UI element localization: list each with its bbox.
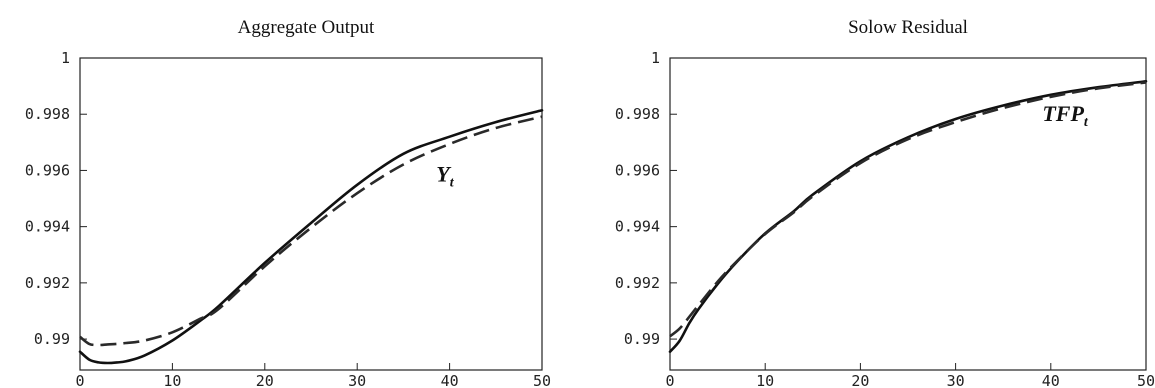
y-tick-label: 0.998 — [615, 105, 660, 123]
x-tick-label: 20 — [256, 372, 274, 388]
dashed-series-line — [79, 115, 543, 347]
y-tick-label: 0.996 — [25, 161, 70, 179]
x-tick-label: 0 — [75, 372, 84, 388]
panel-solow-residual: Solow Residual 0.99 0.992 0.994 0.996 0.998 1… — [615, 17, 1155, 388]
plot-lines — [668, 80, 1148, 353]
y-tick-label: 0.992 — [615, 274, 660, 292]
x-tick-label: 40 — [1042, 372, 1060, 388]
solid-series-line — [78, 109, 544, 365]
y-tick-label: 0.99 — [624, 330, 660, 348]
x-tick-label: 10 — [163, 372, 181, 388]
chart-title: Solow Residual — [848, 17, 968, 38]
plot-lines — [78, 109, 544, 365]
y-tick-label: 0.994 — [615, 218, 660, 236]
y-axis: 0.99 0.992 0.994 0.996 0.998 1 — [615, 49, 677, 348]
x-tick-label: 50 — [1137, 372, 1155, 388]
panel-aggregate-output: Aggregate Output 0.990.9920.9940.9960.99… — [25, 17, 551, 388]
plot-frame — [669, 57, 1147, 371]
x-axis: 0 10 20 30 40 50 — [665, 363, 1155, 388]
x-tick-label: 20 — [851, 372, 869, 388]
y-axis: 0.99 0.992 0.994 0.996 0.998 1 — [25, 49, 87, 348]
x-tick-label: 40 — [441, 372, 459, 388]
x-tick-label: 10 — [756, 372, 774, 388]
x-axis: 0 10 20 30 40 50 — [75, 363, 551, 388]
x-tick-label: 30 — [947, 372, 965, 388]
series-annotation-y: Yt — [436, 162, 454, 191]
x-tick-label: 50 — [533, 372, 551, 388]
x-tick-label: 0 — [665, 372, 674, 388]
y-tick-label: 1 — [651, 49, 660, 67]
chart-title: Aggregate Output — [238, 17, 375, 38]
x-tick-label: 30 — [348, 372, 366, 388]
y-tick-label: 0.998 — [25, 105, 70, 123]
y-tick-label: 1 — [61, 49, 70, 67]
y-tick-label: 0.992 — [25, 274, 70, 292]
plot-frame — [79, 57, 543, 371]
y-tick-label: 0.996 — [615, 161, 660, 179]
y-tick-label: 0.994 — [25, 218, 70, 236]
y-tick-label: 0.99 — [34, 330, 70, 348]
dashed-series-line — [669, 81, 1147, 338]
series-annotation-tfp: TFPt — [1042, 101, 1089, 130]
